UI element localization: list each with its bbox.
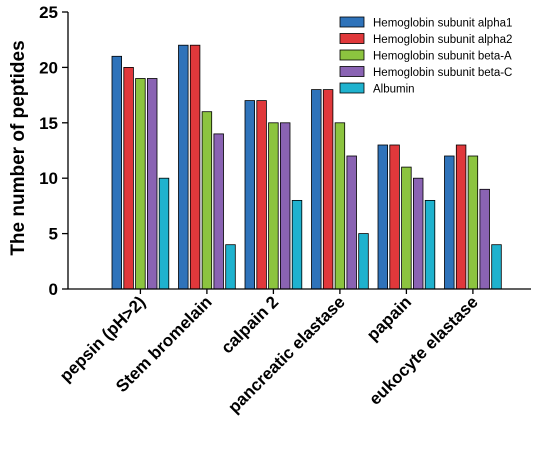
x-tick-label-3: calpain 2	[217, 292, 282, 357]
y-axis-label: The number of peptides	[8, 40, 29, 255]
x-tick-label-4: pancreatic elastase	[224, 292, 348, 416]
bars-layer	[111, 44, 502, 290]
bar-1-1	[111, 55, 123, 290]
y-tick-label-15: 15	[39, 114, 58, 133]
bar-5-1	[158, 177, 170, 290]
legend-label-1: Hemoglobin subunit alpha1	[373, 18, 512, 30]
bar-4-6	[479, 188, 490, 290]
y-tick-label-20: 20	[39, 58, 58, 77]
legend-swatch-3	[339, 49, 365, 61]
bar-3-1	[135, 78, 146, 290]
bar-2-2	[189, 44, 201, 290]
bar-1-4	[311, 89, 322, 290]
bar-3-6	[467, 155, 479, 290]
y-tick-label-5: 5	[49, 225, 58, 244]
legend-swatch-2	[339, 33, 365, 44]
y-tick-label-0: 0	[49, 280, 58, 299]
y-tick-label-25: 25	[39, 3, 58, 22]
legend-label-3: Hemoglobin subunit beta-A	[373, 51, 512, 63]
bar-4-1	[146, 78, 158, 290]
bar-4-3	[279, 122, 291, 290]
legend-label-2: Hemoglobin subunit alpha2	[373, 34, 512, 46]
bar-5-2	[225, 244, 236, 290]
bar-2-3	[256, 100, 267, 290]
x-tick-label-5: papain	[363, 292, 415, 344]
legend-label-5: Albumin	[373, 84, 415, 96]
y-tick-label-10: 10	[39, 169, 58, 188]
legend-swatch-5	[339, 82, 365, 94]
bar-2-6	[455, 144, 467, 290]
bar-3-3	[268, 122, 279, 290]
bar-3-5	[401, 166, 412, 290]
bar-5-4	[358, 233, 369, 290]
bar-2-1	[123, 67, 134, 290]
bar-3-2	[201, 111, 213, 290]
bar-2-4	[322, 89, 334, 290]
bar-3-4	[334, 122, 346, 290]
x-tick-label-6: eukocyte elastase	[365, 292, 481, 408]
bar-5-6	[491, 244, 502, 290]
bar-1-3	[244, 100, 256, 290]
bar-4-5	[412, 177, 424, 290]
bar-1-5	[377, 144, 389, 290]
legend-swatch-4	[339, 66, 365, 77]
bar-4-4	[346, 155, 357, 290]
bar-2-5	[389, 144, 400, 290]
bar-1-6	[444, 155, 455, 290]
bar-1-2	[178, 44, 189, 290]
bar-4-2	[213, 133, 224, 290]
legend-label-4: Hemoglobin subunit beta-C	[373, 67, 512, 79]
bar-5-3	[291, 199, 303, 290]
bar-5-5	[424, 199, 436, 290]
legend: Hemoglobin subunit alpha1 Hemoglobin subu…	[339, 16, 512, 96]
legend-swatch-1	[339, 16, 365, 28]
